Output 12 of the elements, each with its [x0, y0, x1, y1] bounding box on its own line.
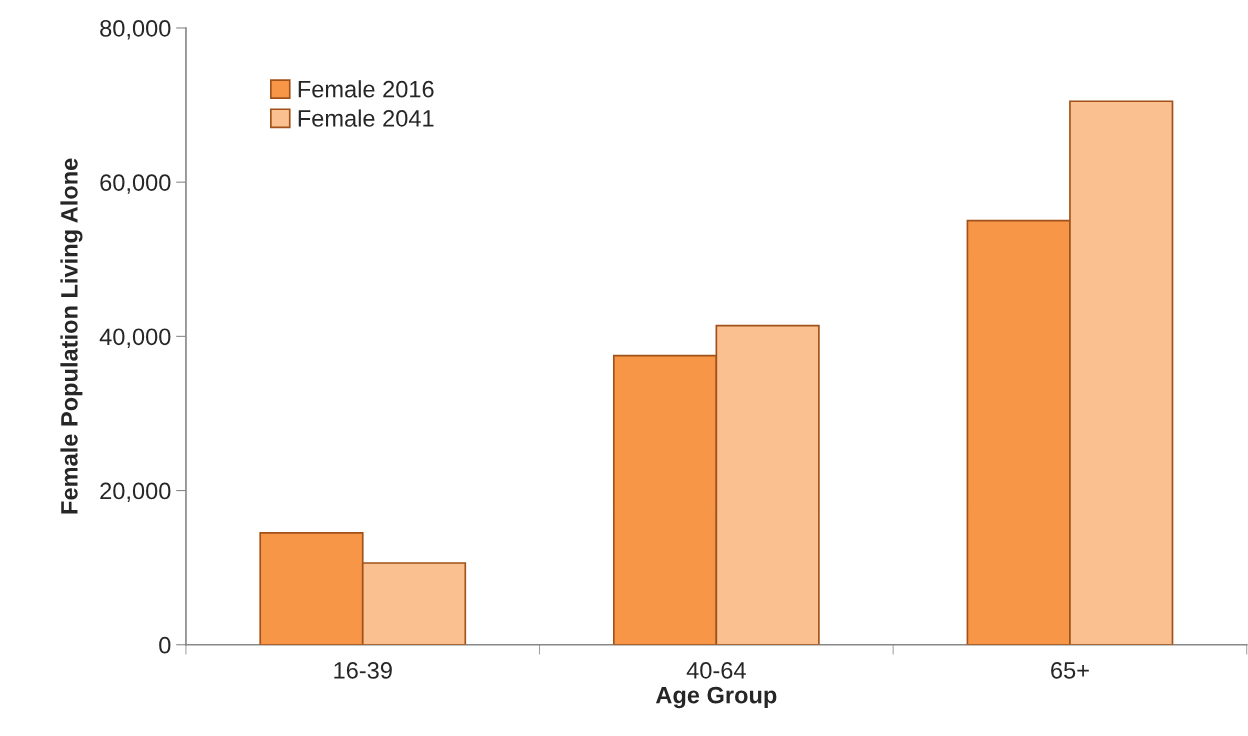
x-tick-label: 40-64 — [686, 662, 746, 679]
legend-label: Female 2016 — [298, 80, 434, 98]
y-tick-label: 40,000 — [99, 328, 171, 348]
legend-label: Female 2041 — [298, 109, 434, 127]
x-tick-label: 16-39 — [334, 662, 392, 679]
x-axis-title: Age Group — [655, 686, 777, 709]
x-tick-label: 65+ — [1051, 662, 1089, 679]
y-tick-label: 20,000 — [100, 482, 171, 503]
y-tick-label: 80,000 — [100, 20, 171, 40]
y-tick-label: 0 — [159, 636, 171, 654]
y-tick-label: 60,000 — [100, 174, 171, 194]
y-axis-title: Female Population Living Alone — [60, 158, 83, 514]
